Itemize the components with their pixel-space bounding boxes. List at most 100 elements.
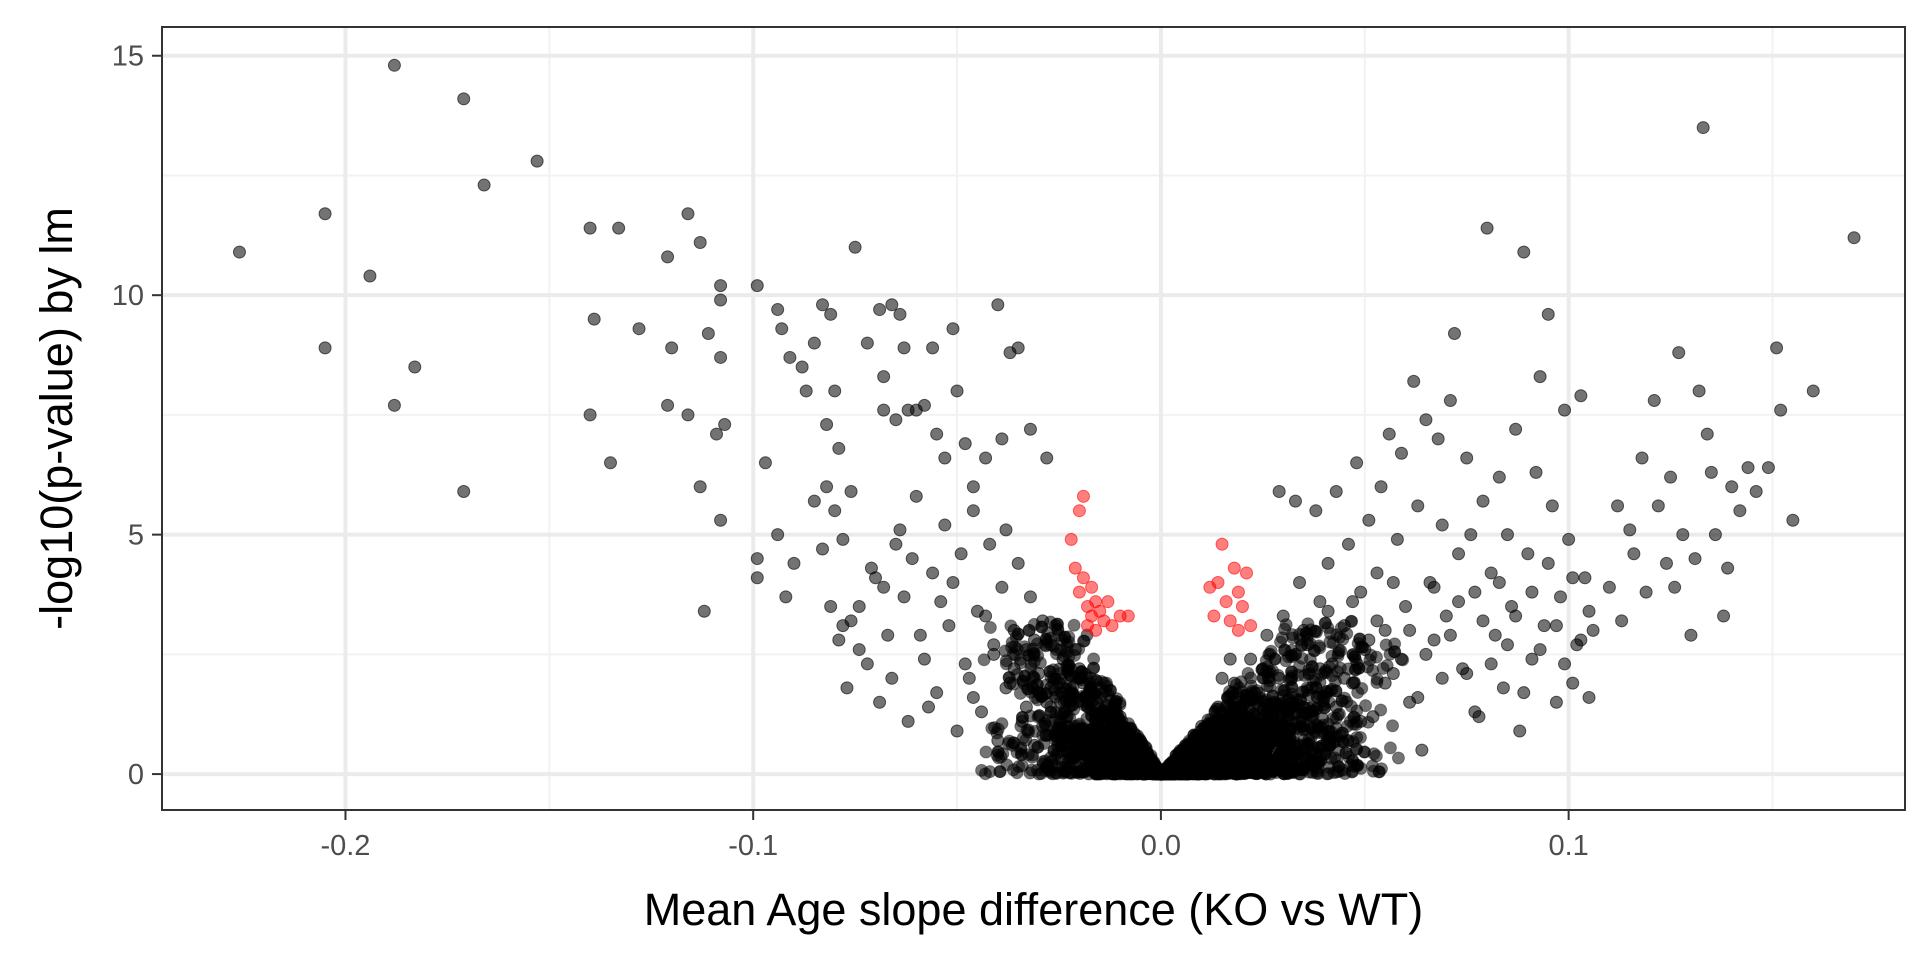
data-point xyxy=(1301,737,1315,751)
y-tick-label: 10 xyxy=(112,280,144,312)
data-point xyxy=(1582,604,1596,618)
data-point xyxy=(1439,609,1453,623)
data-point xyxy=(1015,714,1029,728)
data-point xyxy=(1030,678,1044,692)
data-point xyxy=(1076,724,1090,738)
data-point xyxy=(1008,640,1022,654)
y-axis-title: -log10(p-value) by lm xyxy=(31,207,82,630)
data-point xyxy=(1036,719,1050,733)
data-point xyxy=(1283,723,1297,737)
data-point xyxy=(1541,307,1555,321)
data-point xyxy=(1044,681,1058,695)
data-point xyxy=(1067,618,1081,632)
data-point xyxy=(1321,556,1335,570)
data-point xyxy=(1647,394,1661,408)
data-point xyxy=(714,350,728,364)
data-point xyxy=(787,556,801,570)
data-point xyxy=(1019,643,1033,657)
data-point xyxy=(852,599,866,613)
data-point xyxy=(1354,585,1368,599)
data-point xyxy=(1162,762,1176,776)
data-point xyxy=(1492,470,1506,484)
data-point xyxy=(1272,671,1286,685)
data-point xyxy=(1468,705,1482,719)
data-point xyxy=(1085,748,1099,762)
data-point xyxy=(824,599,838,613)
data-point xyxy=(966,480,980,494)
data-point xyxy=(1488,628,1502,642)
data-point xyxy=(1443,394,1457,408)
data-point xyxy=(1354,714,1368,728)
x-tick-label: 0.1 xyxy=(1548,830,1588,862)
data-point xyxy=(985,721,999,735)
data-point xyxy=(1044,638,1058,652)
data-point xyxy=(807,336,821,350)
data-point xyxy=(995,432,1009,446)
data-point xyxy=(977,653,991,667)
data-point xyxy=(771,528,785,542)
data-point xyxy=(1476,614,1490,628)
gridlines xyxy=(162,27,1905,810)
data-point xyxy=(1014,748,1028,762)
data-point xyxy=(1484,566,1498,580)
data-point xyxy=(979,609,993,623)
data-point xyxy=(1337,671,1351,685)
data-point xyxy=(1085,695,1099,709)
data-point xyxy=(909,489,923,503)
data-point xyxy=(1346,595,1360,609)
data-point xyxy=(1203,738,1217,752)
data-point xyxy=(1277,683,1291,697)
data-point xyxy=(1721,561,1735,575)
data-point xyxy=(1353,730,1367,744)
data-point xyxy=(1484,657,1498,671)
data-point xyxy=(877,580,891,594)
data-point xyxy=(987,647,1001,661)
data-point xyxy=(1806,384,1820,398)
data-point xyxy=(1329,485,1343,499)
data-point xyxy=(1178,738,1192,752)
data-point xyxy=(1362,633,1376,647)
data-point xyxy=(860,657,874,671)
data-point xyxy=(1288,494,1302,508)
data-point xyxy=(1297,623,1311,637)
data-point xyxy=(1272,485,1286,499)
data-point xyxy=(1443,628,1457,642)
data-point xyxy=(1688,552,1702,566)
data-point xyxy=(1240,724,1254,738)
data-point xyxy=(1317,690,1331,704)
data-point xyxy=(1357,745,1371,759)
data-point xyxy=(681,207,695,221)
data-point xyxy=(1056,652,1070,666)
data-point xyxy=(1060,738,1074,752)
data-point xyxy=(1704,465,1718,479)
data-point xyxy=(999,681,1013,695)
data-point xyxy=(1007,736,1021,750)
highlighted-data-point xyxy=(1215,537,1229,551)
data-point xyxy=(1329,700,1343,714)
data-point xyxy=(1023,422,1037,436)
data-point xyxy=(1435,518,1449,532)
data-point xyxy=(1268,695,1282,709)
data-point xyxy=(1288,647,1302,661)
data-point xyxy=(1109,724,1123,738)
data-point xyxy=(1370,614,1384,628)
data-point xyxy=(1252,734,1266,748)
data-point xyxy=(950,384,964,398)
data-point xyxy=(1366,710,1380,724)
data-point xyxy=(1521,547,1535,561)
data-point xyxy=(913,628,927,642)
data-point xyxy=(844,614,858,628)
data-point xyxy=(775,322,789,336)
data-point xyxy=(1549,619,1563,633)
data-point xyxy=(1708,528,1722,542)
data-point xyxy=(1362,513,1376,527)
data-point xyxy=(979,451,993,465)
data-point xyxy=(1391,751,1405,765)
data-point xyxy=(1460,451,1474,465)
data-point xyxy=(1337,619,1351,633)
data-point xyxy=(750,279,764,293)
data-point xyxy=(583,408,597,422)
data-point xyxy=(993,765,1007,779)
data-point xyxy=(1741,461,1755,475)
data-point xyxy=(1411,499,1425,513)
